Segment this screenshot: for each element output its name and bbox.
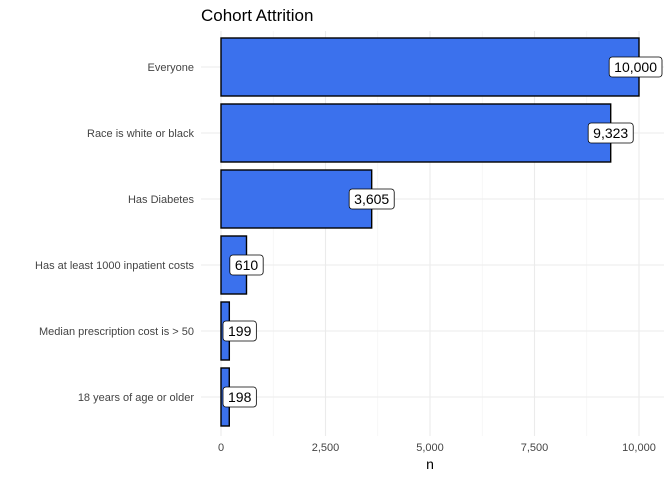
data-label: 10,000	[608, 56, 663, 78]
x-tick-label: 10,000	[622, 442, 656, 454]
x-tick-label: 7,500	[521, 442, 549, 454]
category-label: 18 years of age or older	[78, 392, 195, 404]
data-label-text: 10,000	[614, 59, 657, 75]
data-label-text: 9,323	[593, 125, 628, 141]
category-label: Has Diabetes	[128, 194, 195, 206]
category-label: Everyone	[148, 62, 194, 74]
category-labels: Everyone Race is white or black Has Diabet…	[35, 62, 194, 404]
data-label-text: 3,605	[354, 191, 389, 207]
data-label: 198	[222, 386, 257, 408]
data-label-box	[222, 386, 257, 408]
data-label-box	[222, 320, 257, 342]
bar	[220, 169, 373, 229]
data-labels: 10,000 9,323 3,605 610 199 198	[222, 56, 663, 408]
x-axis-title: n	[426, 456, 434, 472]
data-label: 610	[229, 254, 264, 276]
data-label-text: 198	[228, 389, 252, 405]
chart-title: Cohort Attrition	[201, 6, 313, 25]
data-label-box	[348, 188, 395, 210]
data-label-box	[608, 56, 663, 78]
category-label: Median prescription cost is > 50	[39, 326, 194, 338]
bar	[220, 103, 612, 163]
x-tick-label: 0	[218, 442, 224, 454]
x-tick-labels: 0 2,500 5,000 7,500 10,000	[218, 442, 656, 454]
data-label-text: 199	[228, 323, 252, 339]
category-label: Race is white or black	[87, 128, 194, 140]
data-label-box	[587, 122, 634, 144]
data-label-box	[229, 254, 264, 276]
data-label: 3,605	[348, 188, 395, 210]
data-label-text: 610	[235, 257, 259, 273]
data-label: 9,323	[587, 122, 634, 144]
data-label: 199	[222, 320, 257, 342]
bar	[220, 37, 640, 97]
x-tick-label: 2,500	[312, 442, 340, 454]
category-label: Has at least 1000 inpatient costs	[35, 260, 194, 272]
x-tick-label: 5,000	[416, 442, 444, 454]
